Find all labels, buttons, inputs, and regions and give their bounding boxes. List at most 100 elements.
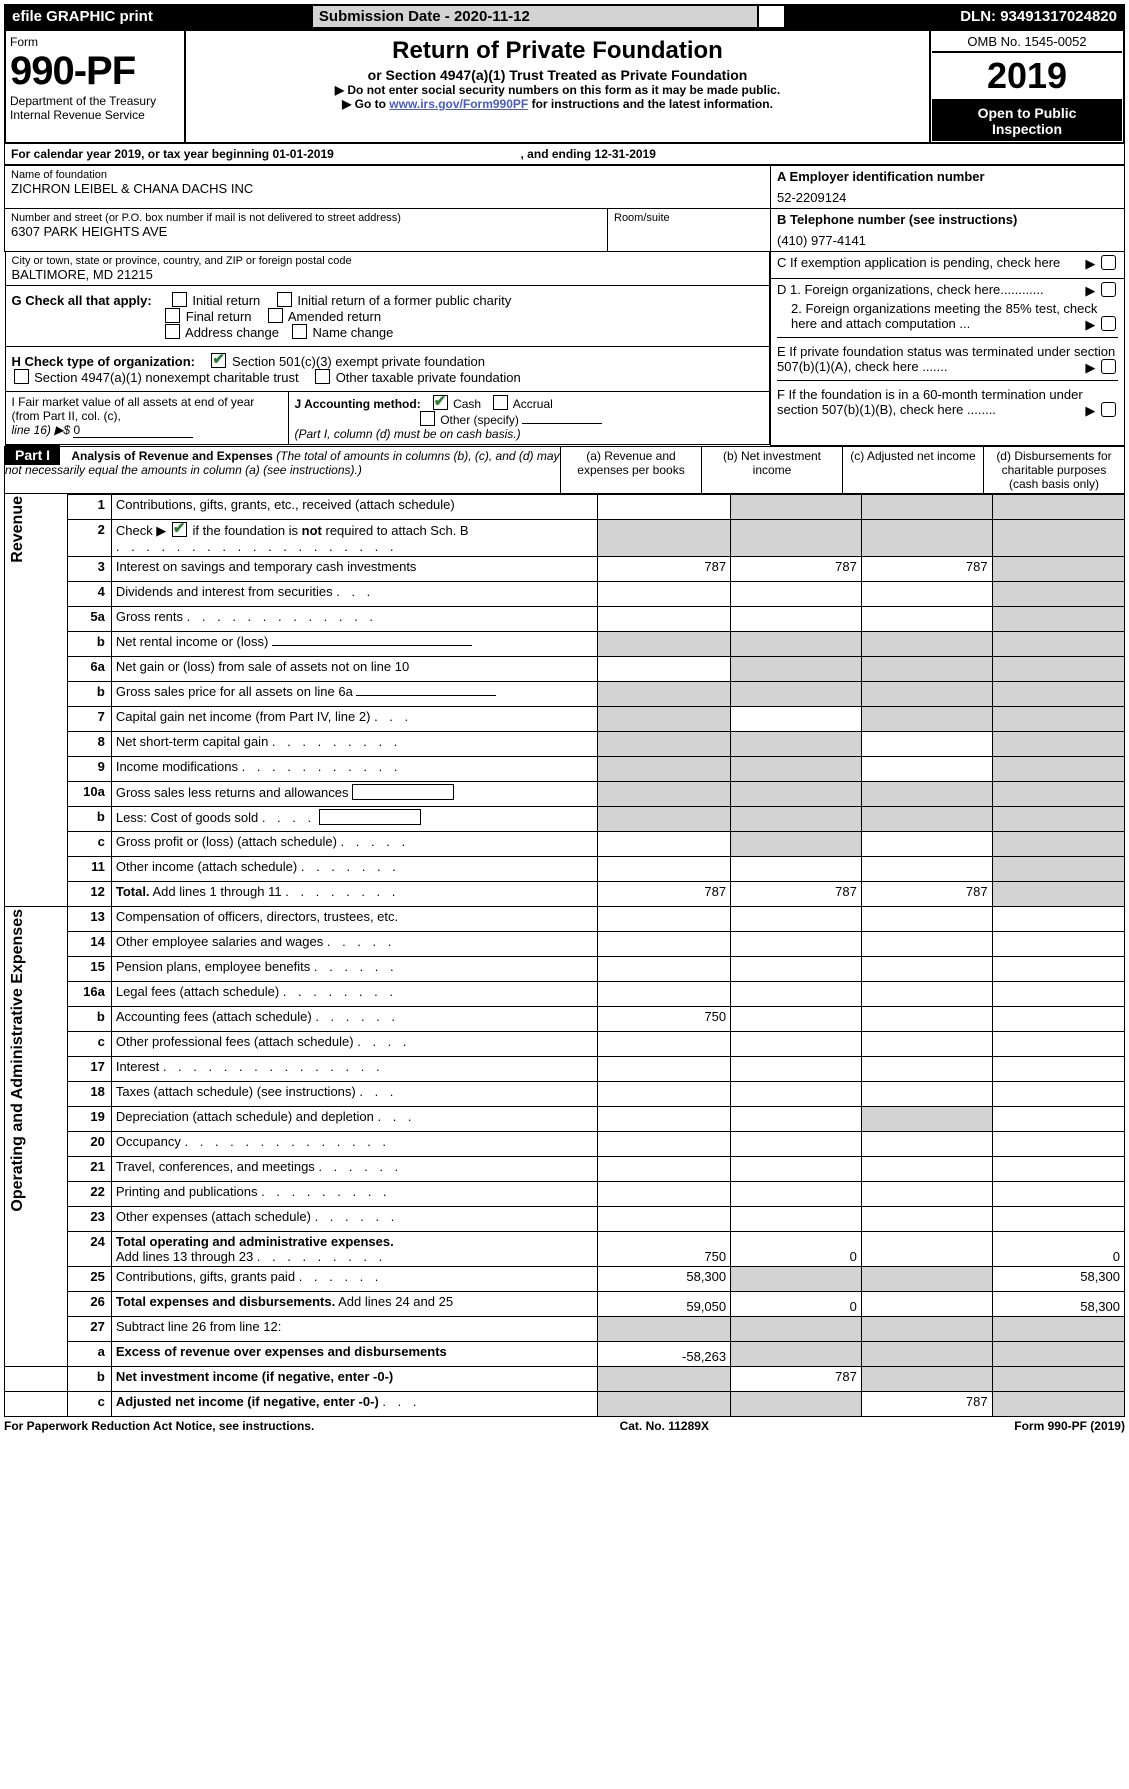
checkbox-other-taxable[interactable] [315,369,330,384]
calendar-year-a: For calendar year 2019, or tax year begi… [11,147,334,161]
cell-a: 787 [598,556,731,581]
row-desc: Dividends and interest from securities [116,584,333,599]
checkbox-amended-return[interactable] [268,308,283,323]
i-value: 0 [73,423,193,438]
checkbox-d2[interactable] [1101,316,1116,331]
efile-btn[interactable]: efile GRAPHIC print [5,5,312,28]
telephone-label: B Telephone number (see instructions) [777,212,1118,227]
row-desc: Contributions, gifts, grants paid [116,1269,295,1284]
checkbox-d1[interactable] [1101,282,1116,297]
checkbox-name-change[interactable] [292,324,307,339]
row-desc: Interest [116,1059,159,1074]
row-desc: Adjusted net income (if negative, enter … [116,1394,379,1409]
row-desc: Gross sales less returns and allowances [116,785,349,800]
dots: . . . . . . [315,1209,399,1224]
row-num: 11 [68,856,112,881]
checkbox-initial-former[interactable] [277,292,292,307]
opt-final-return: Final return [186,309,252,324]
checkbox-501c3[interactable] [211,353,226,368]
c-label: C If exemption application is pending, c… [777,255,1060,270]
address-value: 6307 PARK HEIGHTS AVE [11,224,601,239]
row-num: 8 [68,731,112,756]
open-public-1: Open to Public [934,105,1120,121]
checkbox-accrual[interactable] [493,395,508,410]
row-num: 22 [68,1181,112,1206]
row-num: 24 [68,1231,112,1266]
row-desc: Other employee salaries and wages [116,934,323,949]
dept-treasury: Department of the Treasury [10,94,180,108]
dots: . . . . . . . . [283,984,397,999]
checkbox-address-change[interactable] [165,324,180,339]
opt-4947a1: Section 4947(a)(1) nonexempt charitable … [34,370,298,385]
row-num: 17 [68,1056,112,1081]
open-public-2: Inspection [934,121,1120,137]
checkbox-final-return[interactable] [165,308,180,323]
cell-a: 58,300 [598,1266,731,1291]
goto-suffix: for instructions and the latest informat… [528,97,773,111]
identity-block: Name of foundation ZICHRON LEIBEL & CHAN… [4,165,1125,446]
expense-side-label: Operating and Administrative Expenses [9,909,27,1212]
row-desc: Depreciation (attach schedule) and deple… [116,1109,374,1124]
form-subtitle: or Section 4947(a)(1) Trust Treated as P… [196,67,919,83]
foundation-name: ZICHRON LEIBEL & CHANA DACHS INC [11,181,764,196]
e-label: E If private foundation status was termi… [777,344,1115,374]
cell-c: 787 [861,1391,992,1416]
telephone-value: (410) 977-4141 [777,227,1118,248]
opt-name-change: Name change [312,325,393,340]
opt-accrual: Accrual [513,397,553,411]
row-desc: Gross sales price for all assets on line… [116,684,353,699]
dots: . . . . . . . . . . . [242,759,402,774]
row-num: 18 [68,1081,112,1106]
i-label: I Fair market value of all assets at end… [12,395,255,423]
checkbox-other-method[interactable] [420,411,435,426]
dots: . . . [377,1109,415,1124]
row-num: 25 [68,1266,112,1291]
row-num: 6a [68,656,112,681]
col-a-header: (a) Revenue and expenses per books [561,446,702,493]
top-bar: efile GRAPHIC print Submission Date - 20… [4,4,1125,29]
cell-a: 750 [598,1006,731,1031]
public-warning: ▶ Do not enter social security numbers o… [196,83,919,97]
row-desc: Net rental income or (loss) [116,634,268,649]
row-num: 7 [68,706,112,731]
checkbox-sch-b[interactable] [172,522,187,537]
row-num: 20 [68,1131,112,1156]
dots: . . . . . . . . [285,884,399,899]
checkbox-e[interactable] [1101,359,1116,374]
checkbox-c[interactable] [1101,255,1116,270]
submission-date: Submission Date - 2020-11-12 [312,5,758,28]
row-desc: Other income (attach schedule) [116,859,297,874]
row-desc: Taxes (attach schedule) (see instruction… [116,1084,356,1099]
row-desc: Contributions, gifts, grants, etc., rece… [111,494,597,519]
row-desc: Printing and publications [116,1184,258,1199]
form-url-link[interactable]: www.irs.gov/Form990PF [389,97,528,111]
dots: . . . [382,1394,420,1409]
col-d-header: (d) Disbursements for charitable purpose… [984,446,1125,493]
j-note: (Part I, column (d) must be on cash basi… [295,427,521,441]
city-label: City or town, state or province, country… [12,255,764,267]
row-desc: Net short-term capital gain [116,734,268,749]
row-desc: Legal fees (attach schedule) [116,984,279,999]
cell-a: 750 [598,1231,731,1266]
dots: . . . . [357,1034,410,1049]
calendar-year-b: , and ending 12-31-2019 [521,147,656,161]
checkbox-cash[interactable] [433,395,448,410]
row-num: 1 [68,494,112,519]
checkbox-4947a1[interactable] [14,369,29,384]
opt-cash: Cash [453,397,481,411]
checkbox-f[interactable] [1101,402,1116,417]
dln: DLN: 93491317024820 [785,5,1124,28]
checkbox-initial-return[interactable] [172,292,187,307]
cell-a: -58,263 [598,1341,731,1366]
dots: . . . . . . . . . . . . . . . . . . . [116,539,398,554]
row-desc: Occupancy [116,1134,181,1149]
cell-b: 0 [731,1231,862,1266]
row-desc: Interest on savings and temporary cash i… [111,556,597,581]
opt-amended-return: Amended return [288,309,381,324]
row-num: b [68,631,112,656]
row-num: 21 [68,1156,112,1181]
row-num: b [68,681,112,706]
dots: . . . . . [341,834,410,849]
row-desc: Excess of revenue over expenses and disb… [116,1344,447,1359]
form-header: Form 990-PF Department of the Treasury I… [4,29,1125,144]
